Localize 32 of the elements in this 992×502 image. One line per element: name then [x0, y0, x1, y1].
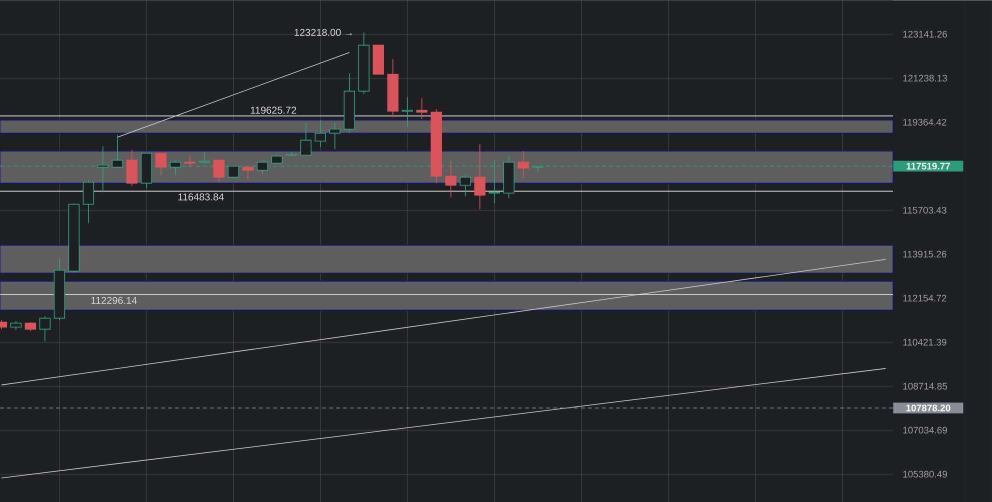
y-tick-label: 105380.49: [903, 470, 947, 478]
candlestick: [126, 150, 138, 186]
candlestick: [445, 160, 456, 198]
candlestick: [416, 98, 428, 120]
ref-line-label: 116483.84: [178, 193, 224, 200]
candlestick: [430, 108, 442, 184]
y-tick-label: 110421.39: [903, 338, 946, 346]
y-tick-label: 112154.72: [903, 294, 946, 302]
candlestick: [474, 144, 486, 210]
candlestick: [54, 258, 66, 320]
y-tick-label: 108714.85: [903, 382, 948, 390]
ref-line-label: 119625.72: [250, 106, 296, 114]
y-tick-label: 123141.26: [903, 30, 948, 38]
annotation: 123218.00 →: [294, 28, 352, 36]
candlestick: [82, 180, 94, 224]
candlestick: [329, 122, 341, 150]
ref-line-label: 112296.14: [91, 296, 137, 304]
candlestick: [460, 174, 471, 196]
candlestick: [358, 32, 370, 94]
candlestick: [518, 150, 529, 178]
y-tick-label: 113915.26: [903, 250, 946, 258]
ref-line-label: 107878.20: [906, 404, 950, 412]
y-tick-label: 107034.69: [903, 426, 947, 434]
ref-line-label: 117519.77: [906, 162, 950, 170]
candlestick: [387, 58, 398, 118]
candlestick: [39, 316, 51, 342]
y-tick-label: 119364.42: [903, 118, 946, 126]
candlestick: [10, 320, 22, 330]
y-tick-label: 121238.13: [903, 74, 948, 82]
y-tick-label: 115703.43: [903, 206, 946, 214]
candlestick: [314, 120, 326, 148]
candlestick: [344, 72, 355, 134]
